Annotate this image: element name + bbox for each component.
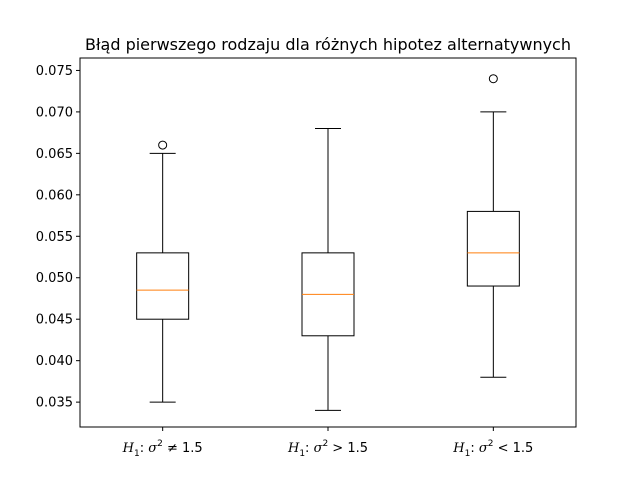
y-tick-label: 0.055 — [36, 230, 73, 245]
iqr-box — [466, 210, 520, 287]
x-tick-label-sup: 2 — [322, 439, 328, 449]
outlier-point — [488, 74, 498, 84]
plot-area — [136, 74, 520, 411]
x-axis: H1: σ2 ≠ 1.5 H1: σ2 > 1.5 H1: σ2 < 1.5 — [122, 427, 533, 459]
y-tick-label: 0.035 — [36, 396, 73, 411]
x-tick-label-prefix: H — [452, 441, 465, 456]
x-tick-label-var: σ — [148, 441, 158, 456]
x-tick-label-sub: 1 — [299, 449, 305, 459]
x-tick-label: H1: σ2 ≠ 1.5 — [122, 439, 203, 459]
x-tick-label-sup: 2 — [157, 439, 163, 449]
y-tick-label: 0.040 — [36, 354, 73, 369]
y-tick-label: 0.075 — [36, 64, 73, 79]
x-tick-label-rel: < 1.5 — [494, 441, 534, 456]
x-tick-label-var: σ — [314, 441, 324, 456]
box-group-1 — [136, 140, 190, 403]
x-tick-label-sep: : — [140, 441, 149, 456]
outlier-point — [158, 140, 168, 150]
y-tick-label: 0.050 — [36, 271, 73, 286]
x-tick-label-var: σ — [479, 441, 489, 456]
x-tick-label-rel: ≠ 1.5 — [163, 441, 203, 456]
chart-title: Błąd pierwszego rodzaju dla różnych hipo… — [85, 35, 571, 54]
y-tick-label: 0.060 — [36, 188, 73, 203]
x-tick-label-sup: 2 — [488, 439, 494, 449]
x-tick-label-sep: : — [470, 441, 479, 456]
y-tick-label: 0.070 — [36, 105, 73, 120]
x-tick-label: H1: σ2 > 1.5 — [287, 439, 368, 459]
x-tick-label-prefix: H — [122, 441, 135, 456]
x-tick-label-prefix: H — [287, 441, 300, 456]
x-tick-label-sub: 1 — [465, 449, 471, 459]
x-tick-label: H1: σ2 < 1.5 — [452, 439, 533, 459]
x-tick-label-rel: > 1.5 — [328, 441, 368, 456]
x-tick-label-sep: : — [305, 441, 314, 456]
box-group-2 — [301, 127, 355, 411]
y-tick-label: 0.045 — [36, 313, 73, 328]
y-axis: 0.035 0.040 0.045 0.050 0.055 0.060 0.065 0.070… — [36, 64, 80, 411]
axes-frame — [79, 57, 577, 428]
y-tick-label: 0.065 — [36, 147, 73, 162]
box-group-3 — [466, 74, 520, 378]
iqr-box — [136, 252, 190, 320]
x-tick-label-sub: 1 — [134, 449, 140, 459]
